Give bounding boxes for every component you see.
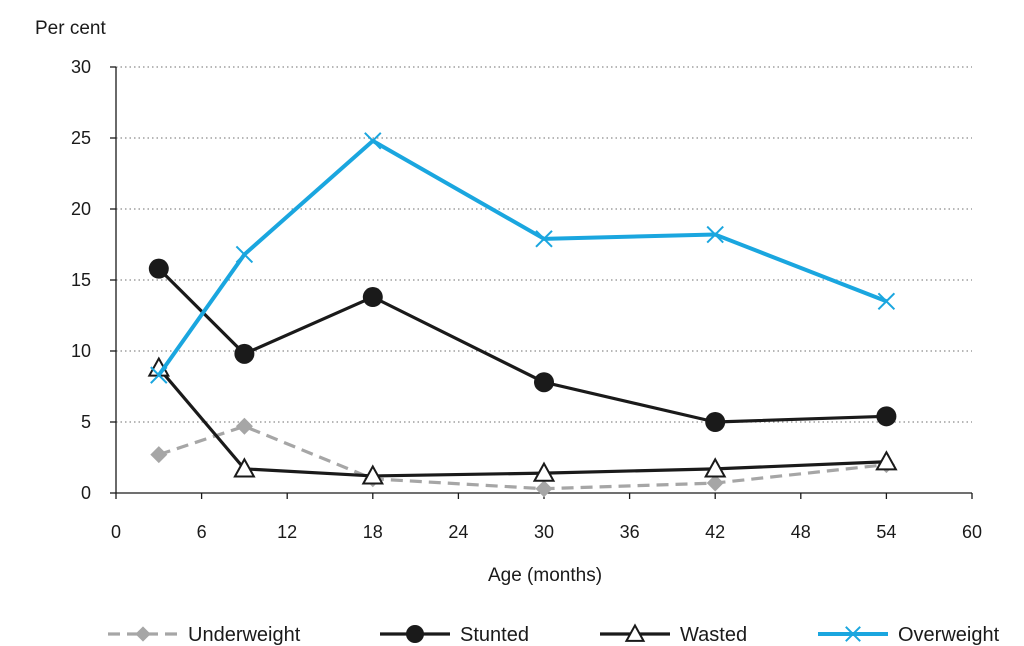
x-tick-label: 12 — [277, 522, 297, 542]
series-group — [147, 132, 898, 498]
x-tick-label: 54 — [876, 522, 896, 542]
data-point-underweight — [235, 417, 253, 435]
legend-label-underweight: Underweight — [188, 624, 301, 646]
series-stunted — [148, 258, 897, 432]
data-point-underweight — [706, 474, 724, 492]
legend-label-wasted: Wasted — [680, 624, 747, 646]
legend-marker-underweight — [135, 626, 151, 642]
series-line-underweight — [158, 424, 887, 491]
legend-label-stunted: Stunted — [460, 624, 529, 646]
marker-stroke — [845, 626, 861, 642]
legend-item-wasted: Wasted — [600, 623, 747, 646]
marker-stroke — [235, 245, 254, 264]
data-point-underweight — [150, 446, 168, 464]
x-tick-label: 18 — [363, 522, 383, 542]
data-point-overweight — [150, 366, 168, 384]
data-point-overweight — [706, 225, 724, 244]
marker-stroke — [877, 292, 896, 311]
data-point-overweight — [235, 245, 254, 264]
series-line-stunted — [157, 267, 887, 424]
y-axis-label: Per cent — [35, 18, 106, 39]
data-point-overweight — [364, 132, 382, 150]
data-point-wasted — [704, 457, 727, 478]
marker-stroke — [706, 225, 724, 244]
series-underweight — [150, 417, 895, 498]
data-point-stunted — [234, 343, 255, 364]
y-tick-label: 0 — [81, 483, 91, 503]
tick-labels: 0 5 10 15 20 25 30 0 6 12 18 24 30 36 42 48 54 60 — [71, 57, 982, 542]
legend: Underweight Stunted Wasted Overweight — [108, 623, 1000, 646]
y-tick-label: 30 — [71, 57, 91, 77]
data-point-overweight — [535, 230, 553, 248]
legend-marker-overweight — [845, 626, 861, 642]
data-point-underweight — [535, 480, 553, 498]
y-tick-label: 15 — [71, 270, 91, 290]
x-tick-label: 24 — [448, 522, 468, 542]
x-axis-label: Age (months) — [488, 565, 602, 586]
legend-marker-stunted — [406, 625, 424, 643]
data-point-overweight — [877, 292, 896, 311]
series-overweight — [150, 132, 896, 384]
legend-item-underweight: Underweight — [108, 624, 301, 646]
data-point-wasted — [233, 457, 256, 478]
y-tick-label: 25 — [71, 128, 91, 148]
legend-item-overweight: Overweight — [818, 624, 1000, 646]
x-tick-label: 42 — [705, 522, 725, 542]
x-tick-label: 6 — [197, 522, 207, 542]
data-point-stunted — [705, 412, 726, 432]
gridlines — [116, 66, 972, 423]
data-point-stunted — [362, 287, 383, 308]
x-tick-label: 0 — [111, 522, 121, 542]
marker-stroke — [150, 366, 168, 384]
y-tick-label: 10 — [71, 341, 91, 361]
y-tick-label: 5 — [81, 412, 91, 432]
x-tick-label: 30 — [534, 522, 554, 542]
data-point-stunted — [148, 258, 169, 279]
legend-label-overweight: Overweight — [898, 624, 1000, 646]
marker-stroke — [364, 132, 382, 150]
series-line-wasted — [157, 367, 887, 478]
data-point-wasted — [875, 450, 898, 471]
data-point-wasted — [361, 464, 384, 485]
data-point-stunted — [534, 372, 554, 393]
y-tick-label: 20 — [71, 199, 91, 219]
legend-marker-wasted — [624, 623, 646, 642]
series-line-overweight — [157, 138, 888, 377]
legend-item-stunted: Stunted — [380, 624, 529, 646]
marker-stroke — [535, 230, 553, 248]
data-point-stunted — [876, 406, 897, 427]
x-tick-label: 36 — [620, 522, 640, 542]
x-tick-label: 48 — [791, 522, 811, 542]
data-point-wasted — [532, 461, 556, 482]
x-tick-label: 60 — [962, 522, 982, 542]
